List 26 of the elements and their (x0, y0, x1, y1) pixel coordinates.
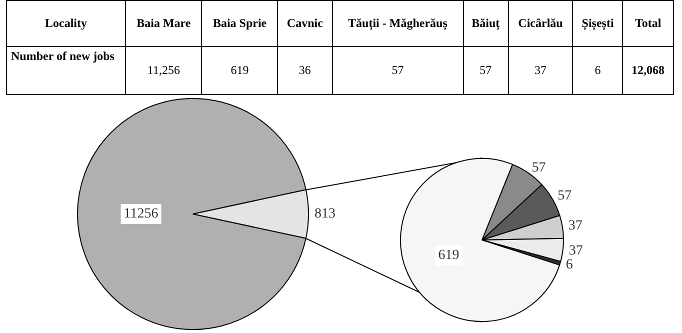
data-label: 6 (572, 46, 623, 94)
text: Number of new jobs (6, 46, 126, 94)
data-label: 57 (332, 46, 464, 94)
data-label: 619 (438, 248, 460, 264)
data-label: 11256 (124, 206, 158, 222)
data-label: 57 (558, 188, 572, 204)
category-label: Tăuții - Măgherăuș (332, 0, 464, 46)
category-label: Baia Sprie (202, 0, 278, 46)
category-label: Cavnic (278, 0, 332, 46)
category-label: Băiuț (463, 0, 508, 46)
text: Locality (6, 0, 126, 46)
category-label: Șișești (572, 0, 623, 46)
data-label: 36 (278, 46, 332, 94)
data-label: 813 (314, 206, 336, 222)
data-label: 57 (532, 160, 546, 176)
data-label: 37 (568, 218, 582, 234)
data-label: 619 (202, 46, 278, 94)
data-label: 37 (508, 46, 573, 94)
category-label: Total (622, 0, 674, 46)
data-label: 11,256 (126, 46, 202, 94)
data-label: 57 (463, 46, 508, 94)
data-label: 12,068 (622, 46, 674, 94)
data-label: 37 (568, 243, 583, 258)
category-label: Baia Mare (126, 0, 202, 46)
category-label: Cicârlău (508, 0, 573, 46)
data-label: 6 (566, 258, 573, 273)
